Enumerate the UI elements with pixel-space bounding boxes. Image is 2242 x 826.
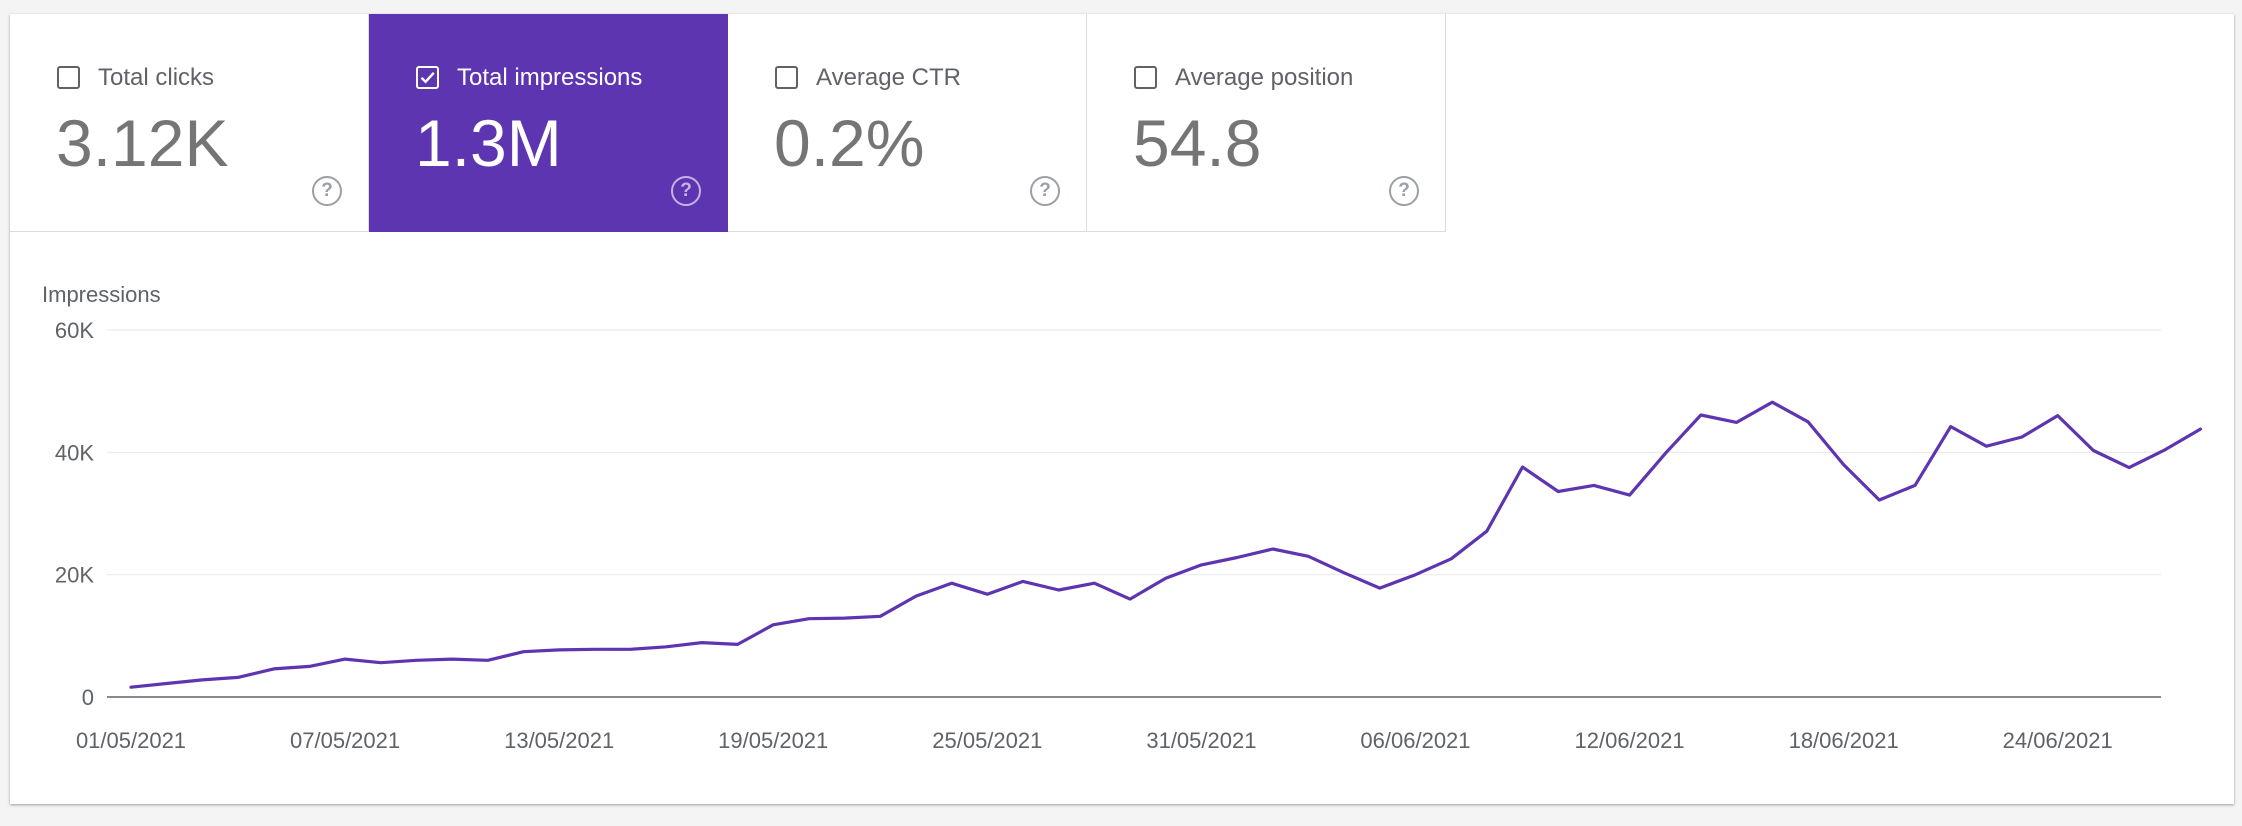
- y-tick-label: 20K: [55, 563, 94, 588]
- x-tick-label: 12/06/2021: [1575, 728, 1685, 753]
- x-tick-label: 19/05/2021: [718, 728, 828, 753]
- checkbox-unchecked-icon[interactable]: [775, 66, 798, 89]
- metric-total-clicks[interactable]: Total clicks 3.12K ?: [10, 14, 369, 232]
- performance-card: Total clicks 3.12K ? Total impressions 1…: [10, 14, 2234, 804]
- metric-average-ctr[interactable]: Average CTR 0.2% ?: [728, 14, 1087, 232]
- help-icon[interactable]: ?: [1030, 176, 1060, 206]
- metric-label: Total clicks: [98, 64, 215, 91]
- x-tick-label: 31/05/2021: [1146, 728, 1256, 753]
- x-tick-label: 25/05/2021: [932, 728, 1042, 753]
- checkbox-unchecked-icon[interactable]: [1134, 66, 1157, 89]
- y-tick-label: 40K: [55, 440, 94, 465]
- checkbox-unchecked-icon[interactable]: [57, 66, 80, 89]
- x-tick-label: 13/05/2021: [504, 728, 614, 753]
- metric-label: Average CTR: [816, 64, 961, 91]
- metric-value: 0.2%: [774, 106, 925, 180]
- y-tick-label: 60K: [55, 318, 94, 343]
- metric-average-position[interactable]: Average position 54.8 ?: [1087, 14, 1446, 232]
- metric-label: Average position: [1175, 64, 1354, 91]
- metric-total-impressions[interactable]: Total impressions 1.3M ?: [369, 14, 728, 232]
- x-tick-label: 24/06/2021: [2003, 728, 2113, 753]
- help-icon[interactable]: ?: [671, 176, 701, 206]
- x-tick-label: 18/06/2021: [1789, 728, 1899, 753]
- impressions-chart: 0 20K 40K 60K 01/05/2021 07/05/2021 13/05/2021…: [55, 318, 2202, 753]
- y-axis-label: Impressions: [42, 282, 161, 307]
- metric-label: Total impressions: [457, 64, 643, 91]
- help-icon[interactable]: ?: [1389, 176, 1419, 206]
- impressions-series-line[interactable]: [129, 400, 2202, 689]
- x-tick-label: 06/06/2021: [1360, 728, 1470, 753]
- x-tick-label: 07/05/2021: [290, 728, 400, 753]
- metric-value: 54.8: [1133, 106, 1262, 180]
- x-tick-label: 01/05/2021: [76, 728, 186, 753]
- metric-tabs: Total clicks 3.12K ? Total impressions 1…: [10, 14, 1446, 233]
- y-tick-label: 0: [82, 685, 94, 710]
- metric-value: 3.12K: [56, 106, 229, 180]
- metric-value: 1.3M: [415, 106, 562, 180]
- checkbox-checked-icon[interactable]: [416, 66, 439, 89]
- help-icon[interactable]: ?: [312, 176, 342, 206]
